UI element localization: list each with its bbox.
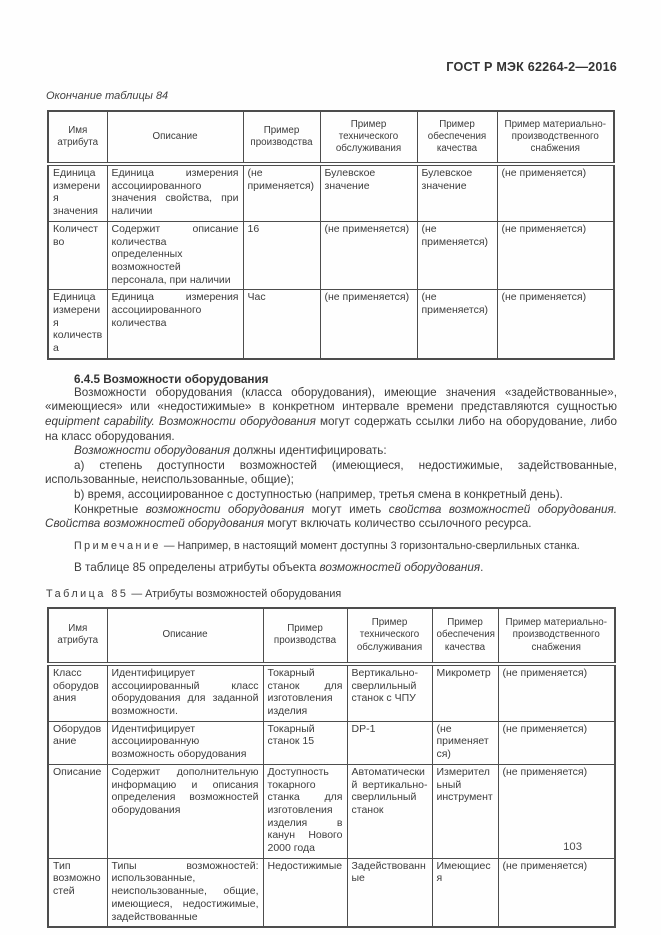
table-cell: Типы возможностей: использованные, неисп… — [106, 857, 264, 928]
note-label: Примечание — [74, 539, 161, 552]
table-cell: Единица измерения количества — [47, 289, 108, 360]
table85-caption: Таблица 85 — Атрибуты возможностей обору… — [46, 588, 617, 600]
table85-header-cell: Пример технического обслуживания — [346, 607, 433, 666]
table84-header-cell: Пример технического обслуживания — [319, 110, 418, 166]
table-cell: Класс оборудования — [47, 663, 108, 722]
text-run: могут включать количество ссылочного рес… — [264, 517, 532, 531]
table-cell: Булевское значение — [319, 163, 418, 222]
table-cell: Микрометр — [431, 663, 499, 722]
table-cell: (не применяется) — [431, 720, 499, 765]
table84-header-cell: Пример материально-производственного сна… — [496, 110, 615, 166]
table84-continuation-caption: Окончание таблицы 84 — [46, 90, 169, 102]
table-cell: Измерительный инструмент — [431, 763, 499, 859]
table-cell: Токарный станок для изготовления изделия — [262, 663, 348, 722]
table-cell: DP-1 — [346, 720, 433, 765]
table-cell: Недостижимые — [262, 857, 348, 928]
table-84: Имя атрибута Описание Пример производств… — [47, 110, 615, 360]
table-cell: (не применяется) — [496, 289, 615, 360]
table-cell: (не применяется) — [319, 289, 418, 360]
text-run: должны идентифицировать: — [230, 444, 387, 458]
table84-header-cell: Пример производства — [242, 110, 321, 166]
table-row: Тип возможностей Типы возможностей: испо… — [47, 857, 616, 928]
paragraph: В таблице 85 определены атрибуты объекта… — [45, 561, 617, 576]
list-item-a: a) степень доступности возможностей (име… — [45, 458, 617, 487]
table85-caption-text: — Атрибуты возможностей оборудования — [128, 587, 342, 600]
table-cell: (не применяется) — [496, 163, 615, 222]
table-cell: (не применяется) — [416, 289, 498, 360]
table-row: Единица измерения количества Единица изм… — [47, 289, 615, 360]
table84-header-cell: Имя атрибута — [47, 110, 108, 166]
table-cell: (не применяется) — [416, 220, 498, 291]
text-run-italic: equipment capability. Возможности оборуд… — [45, 415, 316, 429]
paragraph: Конкретные возможности оборудования могу… — [45, 503, 617, 532]
table-cell: (не применяется) — [497, 720, 616, 765]
table-cell: Единица измерения ассоциированного колич… — [106, 289, 244, 360]
table-cell: (не применяется) — [497, 763, 616, 859]
table-cell: Количество — [47, 220, 108, 291]
table-cell: Идентифицирует ассоциированный класс обо… — [106, 663, 264, 722]
table-cell: Единица измерения значения — [47, 163, 108, 222]
running-head: ГОСТ Р МЭК 62264-2—2016 — [446, 60, 617, 74]
text-run-italic: Возможности оборудования — [74, 444, 231, 458]
table-cell: (не применяется) — [242, 163, 321, 222]
table-row: Оборудование Идентифицирует ассоциирован… — [47, 720, 616, 765]
text-run: Возможности оборудования (класса оборудо… — [45, 385, 617, 414]
page-number: 103 — [563, 841, 582, 853]
text-run: Конкретные — [74, 502, 146, 516]
text-run-italic: свойства возможностей оборудования. Свой… — [45, 502, 617, 531]
table-cell: (не применяется) — [496, 220, 615, 291]
table-cell: 16 — [242, 220, 321, 291]
table-cell: Содержит дополнительную информацию и опи… — [106, 763, 264, 859]
section-heading: 6.4.5 Возможности оборудования — [74, 372, 269, 386]
table-cell: Доступность токарного станка для изготов… — [262, 763, 348, 859]
paragraph: Возможности оборудования должны идентифи… — [45, 444, 617, 459]
table-row: Количество Содержит описание количества … — [47, 220, 615, 291]
table-85: Имя атрибута Описание Пример производств… — [47, 606, 616, 929]
table84-header-cell: Описание — [106, 110, 244, 166]
text-run: могут содержать ссылки либо на оборудова… — [45, 415, 617, 443]
table-cell: Булевское значение — [416, 163, 498, 222]
table-cell: Имеющиеся — [431, 857, 499, 928]
table85-header-cell: Имя атрибута — [47, 607, 108, 666]
table85-header-cell: Пример обеспечения качества — [431, 607, 499, 666]
paragraph: Возможности оборудования (класса оборудо… — [45, 386, 617, 444]
table-cell: Оборудование — [47, 720, 108, 765]
table-cell: Задействованные — [346, 857, 433, 928]
note-text: — Например, в настоящий момент доступны … — [160, 539, 580, 552]
text-run: В таблице 85 определены атрибуты объекта — [74, 561, 320, 575]
table-cell: (не применяется) — [497, 857, 616, 928]
table-cell: Идентифицирует ассоциированную возможнос… — [106, 720, 264, 765]
table-cell: Токарный станок 15 — [262, 720, 348, 765]
table-cell: Час — [242, 289, 321, 360]
text-run-italic: возможностей оборудования — [319, 561, 481, 575]
table85-header-row: Имя атрибута Описание Пример производств… — [47, 607, 616, 666]
page-content: ГОСТ Р МЭК 62264-2—2016 Окончание таблиц… — [45, 60, 617, 929]
table-cell: Тип возможностей — [47, 857, 108, 928]
text-run: могут иметь — [304, 502, 389, 516]
table85-header-cell: Пример производства — [262, 607, 348, 666]
table85-header-cell: Описание — [106, 607, 264, 666]
table-cell: (не применяется) — [497, 663, 616, 722]
table-cell: Единица измерения ассоциированного значе… — [106, 163, 244, 222]
table-row: Описание Содержит дополнительную информа… — [47, 763, 616, 859]
note: Примечание — Например, в настоящий момен… — [45, 540, 617, 554]
table84-header-row: Имя атрибута Описание Пример производств… — [47, 110, 615, 166]
table-row: Единица измерения значения Единица измер… — [47, 163, 615, 222]
table84-header-cell: Пример обеспечения качества — [416, 110, 498, 166]
table-row: Класс оборудования Идентифицирует ассоци… — [47, 663, 616, 722]
table-cell: Описание — [47, 763, 108, 859]
table85-header-cell: Пример материально-производственного сна… — [497, 607, 616, 666]
table-cell: Содержит описание количества определенны… — [106, 220, 244, 291]
table-cell: Автоматический вертикально-сверлильный с… — [346, 763, 433, 859]
table-cell: Вертикально-сверлильный станок с ЧПУ — [346, 663, 433, 722]
text-run-italic: возможности оборудования — [145, 502, 305, 516]
text-run: . — [480, 561, 484, 575]
table-cell: (не применяется) — [319, 220, 418, 291]
table85-caption-label: Таблица 85 — [46, 587, 129, 600]
list-item-b: b) время, ассоциированное с доступностью… — [74, 488, 563, 501]
